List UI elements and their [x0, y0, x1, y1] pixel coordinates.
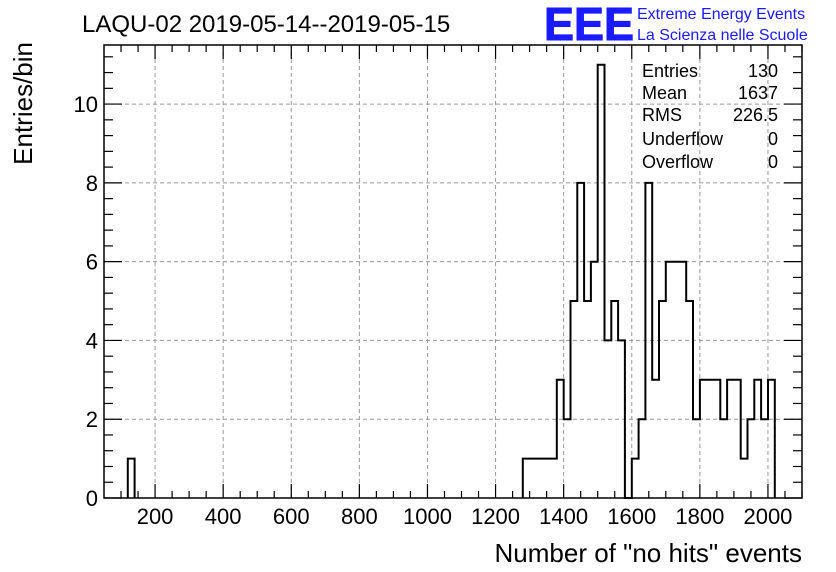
stats-underflow-value: 0 — [768, 129, 778, 149]
chart-title: LAQU-02 2019-05-14--2019-05-15 — [82, 11, 450, 38]
x-tick-label: 1400 — [539, 504, 588, 529]
x-axis-label: Number of "no hits" events — [495, 538, 803, 568]
x-tick-label: 1800 — [675, 504, 724, 529]
eee-logo: EEE Extreme Energy Events La Scienza nel… — [544, 0, 808, 51]
eee-logo-line1: Extreme Energy Events — [637, 6, 805, 23]
x-tick-label: 400 — [205, 504, 242, 529]
stats-rms-value: 226.5 — [733, 105, 778, 125]
y-tick-label: 8 — [86, 171, 98, 196]
stats-mean-value: 1637 — [738, 83, 778, 103]
stats-underflow-label: Underflow — [642, 129, 724, 149]
x-tick-label: 1600 — [607, 504, 656, 529]
x-tick-label: 200 — [137, 504, 174, 529]
y-tick-label: 2 — [86, 407, 98, 432]
stats-rms-label: RMS — [642, 105, 682, 125]
axis-ticks — [104, 45, 803, 499]
y-tick-label: 10 — [74, 92, 98, 117]
y-tick-label: 0 — [86, 486, 98, 511]
x-tick-label: 1200 — [471, 504, 520, 529]
plot-frame — [103, 44, 803, 499]
y-tick-label: 6 — [86, 250, 98, 275]
y-tick-label: 4 — [86, 328, 98, 353]
grid — [104, 45, 802, 498]
x-tick-label: 600 — [273, 504, 310, 529]
stats-box: Entries 130 Mean 1637 RMS 226.5 Underflo… — [642, 61, 778, 172]
eee-logo-line2: La Scienza nelle Scuole — [637, 27, 808, 44]
eee-logo-mark: EEE — [544, 0, 634, 50]
histogram-line — [126, 63, 776, 499]
x-tick-label: 1000 — [403, 504, 452, 529]
stats-overflow-label: Overflow — [642, 152, 714, 172]
stats-entries-value: 130 — [748, 61, 778, 81]
x-tick-label: 800 — [341, 504, 378, 529]
stats-overflow-value: 0 — [768, 152, 778, 172]
x-tick-label: 2000 — [743, 504, 792, 529]
stats-entries-label: Entries — [642, 61, 698, 81]
y-axis-label: Entries/bin — [8, 42, 38, 165]
tick-labels: 200 400 600 800 1000 1200 1400 1600 1800 20000246… — [74, 92, 793, 529]
stats-mean-label: Mean — [642, 83, 687, 103]
